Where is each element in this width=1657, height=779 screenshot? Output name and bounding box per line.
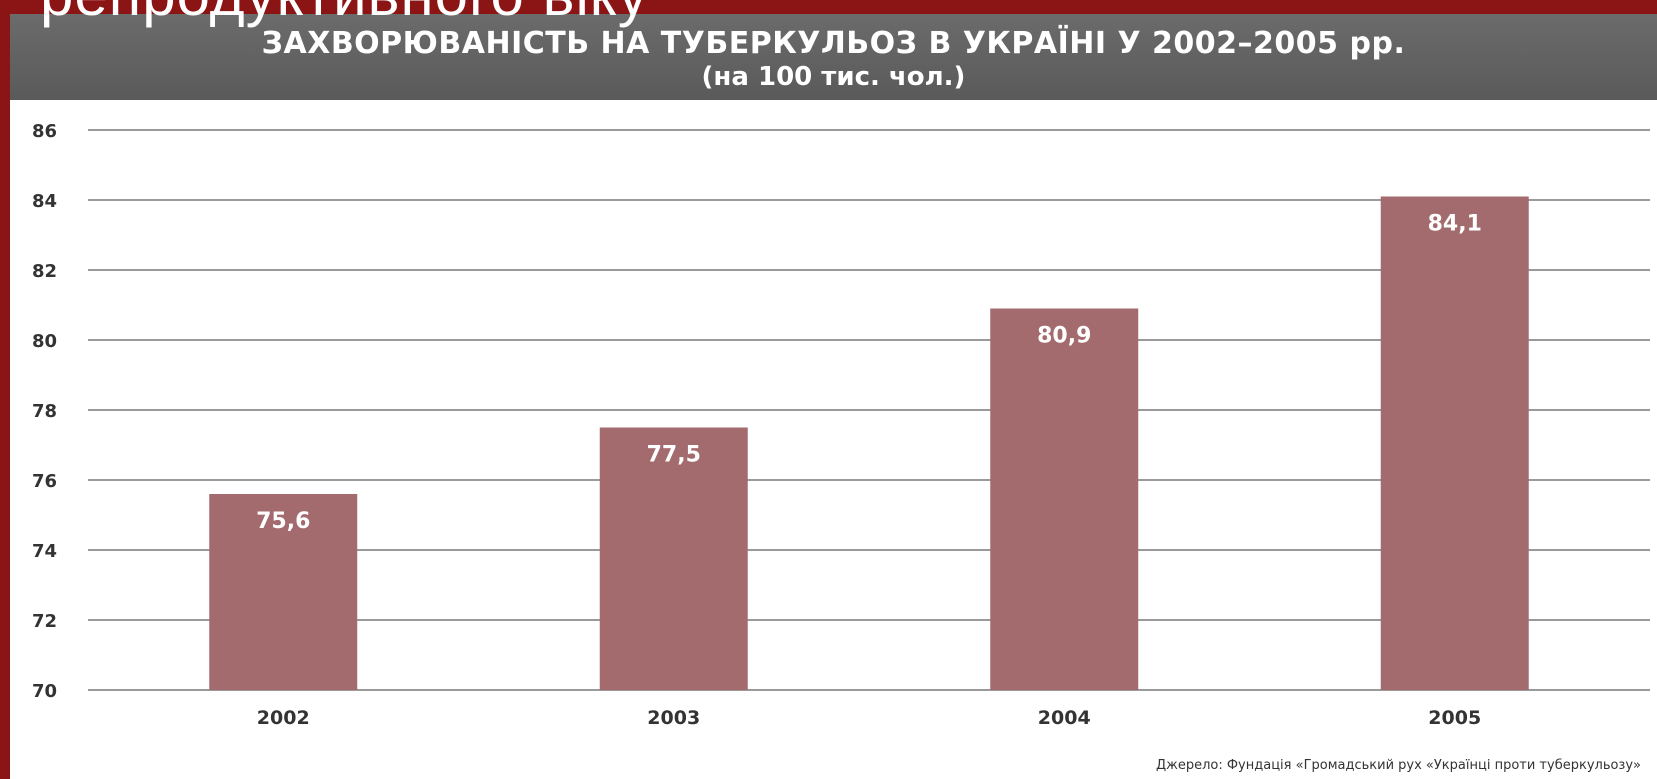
x-tick-label: 2004 (1038, 707, 1091, 729)
chart-source: Джерело: Фундація «Громадський рух «Укра… (1155, 758, 1641, 773)
bar-value-label: 84,1 (1428, 212, 1482, 237)
x-tick-label: 2005 (1428, 707, 1481, 729)
x-tick-label: 2003 (647, 707, 700, 729)
chart-header: ЗАХВОРЮВАНІСТЬ НА ТУБЕРКУЛЬОЗ В УКРАЇНІ … (10, 14, 1657, 100)
bar-2003 (599, 427, 748, 690)
y-tick-label: 76 (32, 471, 57, 492)
bar-value-label: 80,9 (1037, 324, 1091, 349)
y-tick-label: 84 (32, 191, 57, 212)
y-tick-label: 74 (32, 541, 57, 562)
chart-panel: ЗАХВОРЮВАНІСТЬ НА ТУБЕРКУЛЬОЗ В УКРАЇНІ … (10, 14, 1657, 779)
y-tick-label: 80 (32, 331, 57, 352)
y-tick-label: 78 (32, 401, 57, 422)
bar-2004 (990, 308, 1139, 690)
y-tick-label: 86 (32, 121, 57, 142)
x-tick-label: 2002 (257, 707, 310, 729)
bar-value-label: 75,6 (256, 509, 310, 534)
y-tick-label: 70 (32, 681, 57, 702)
bar-value-label: 77,5 (647, 443, 701, 468)
y-tick-label: 82 (32, 261, 57, 282)
y-tick-label: 72 (32, 611, 57, 632)
slide-title: репродуктивного віку (40, 0, 649, 29)
bar-2002 (209, 494, 358, 690)
bar-chart: 70 72 74 76 78 80 82 84 86 75,6 2002 77,5 2003 80,9 20… (32, 121, 1650, 729)
chart-title: ЗАХВОРЮВАНІСТЬ НА ТУБЕРКУЛЬОЗ В УКРАЇНІ … (261, 26, 1406, 61)
chart-subtitle: (на 100 тис. чол.) (701, 62, 966, 92)
bar-2005 (1380, 196, 1529, 690)
